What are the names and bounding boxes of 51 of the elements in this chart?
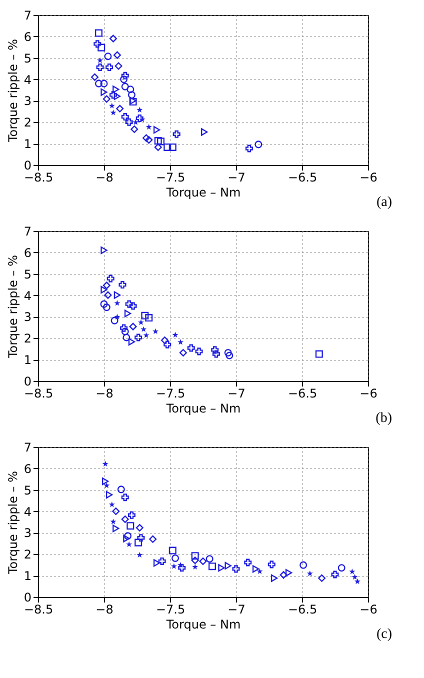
x-axis-title: Torque – Nm — [165, 186, 241, 200]
y-tick-label: 5 — [24, 267, 32, 282]
y-tick-label: 2 — [24, 548, 32, 562]
x-tick-label: −7 — [228, 602, 246, 616]
x-tick-label: −6.5 — [288, 602, 318, 616]
x-tick-label: −6 — [360, 386, 378, 400]
x-tick-label: −6.5 — [288, 170, 318, 184]
x-tick-label: −6.5 — [288, 386, 318, 400]
y-tick-label: 0 — [24, 158, 32, 172]
y-tick-label: 1 — [24, 569, 32, 584]
text: (c) — [376, 627, 392, 642]
y-tick-label: 3 — [24, 310, 32, 324]
text: (a) — [376, 195, 392, 210]
x-tick-label: −6 — [360, 170, 378, 184]
y-tick-label: 2 — [24, 332, 32, 346]
y-tick-label: 0 — [24, 590, 32, 604]
x-axis-title: Torque – Nm — [165, 618, 241, 632]
x-tick-label: −7.5 — [156, 170, 186, 184]
x-tick-label: −8.5 — [24, 170, 54, 184]
y-tick-label: 1 — [24, 353, 32, 368]
x-tick-label: −8 — [96, 170, 114, 184]
y-tick-label: 6 — [24, 462, 32, 476]
x-tick-label: −7.5 — [156, 386, 186, 400]
x-tick-label: −8.5 — [24, 602, 54, 616]
x-tick-label: −8.5 — [24, 386, 54, 400]
x-tick-label: −8 — [96, 386, 114, 400]
y-tick-label: 4 — [24, 288, 32, 303]
y-tick-label: 7 — [24, 440, 32, 454]
y-tick-label: 4 — [24, 72, 32, 87]
y-tick-label: 6 — [24, 30, 32, 44]
x-axis-title: Torque – Nm — [165, 402, 241, 416]
x-tick-label: −7.5 — [156, 602, 186, 616]
y-tick-label: 5 — [24, 483, 32, 498]
x-tick-label: −7 — [228, 170, 246, 184]
y-tick-label: 0 — [24, 374, 32, 388]
y-tick-label: 6 — [24, 246, 32, 260]
y-axis-title: Torque ripple – % — [6, 38, 20, 144]
y-tick-label: 3 — [24, 526, 32, 540]
y-tick-label: 2 — [24, 116, 32, 130]
y-tick-label: 7 — [24, 224, 32, 238]
x-tick-label: −7 — [228, 386, 246, 400]
x-tick-label: −6 — [360, 602, 378, 616]
text: (b) — [376, 411, 392, 426]
x-tick-label: −8 — [96, 602, 114, 616]
y-axis-title: Torque ripple – % — [6, 470, 20, 576]
y-axis-title: Torque ripple – % — [6, 254, 20, 360]
y-tick-label: 7 — [24, 8, 32, 22]
y-tick-label: 4 — [24, 504, 32, 519]
y-tick-label: 3 — [24, 94, 32, 108]
y-tick-label: 1 — [24, 137, 32, 152]
y-tick-label: 5 — [24, 51, 32, 66]
